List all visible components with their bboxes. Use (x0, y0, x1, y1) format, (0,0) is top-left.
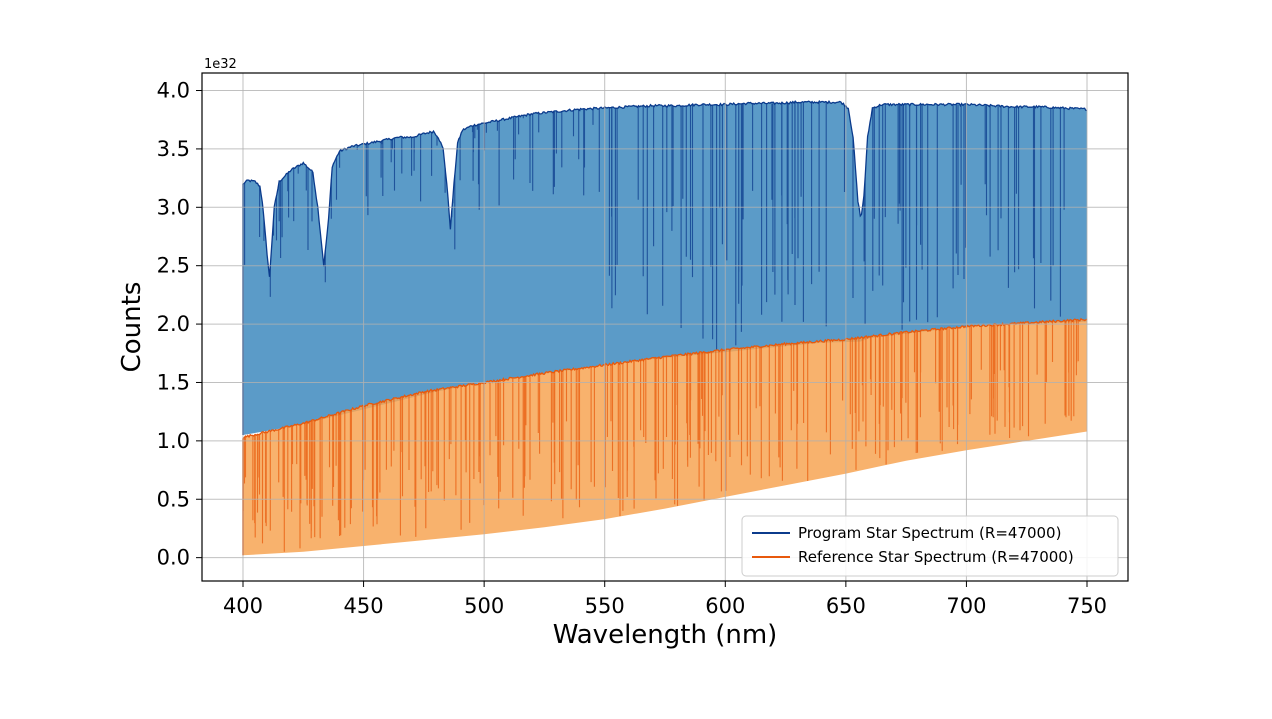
y-tick-label: 2.5 (157, 254, 190, 278)
x-tick-label: 600 (705, 594, 745, 618)
series-0 (242, 99, 1088, 436)
legend-label-reference: Reference Star Spectrum (R=47000) (798, 548, 1074, 566)
legend: Program Star Spectrum (R=47000) Referenc… (741, 515, 1119, 577)
y-offset-label: 1e32 (204, 57, 237, 72)
y-tick-label: 0.0 (157, 546, 190, 570)
x-tick-label: 500 (464, 594, 504, 618)
y-axis-label: Counts (117, 282, 147, 373)
y-tick-label: 1.0 (157, 429, 190, 453)
grid-lines (202, 73, 1128, 581)
y-tick-label: 2.0 (157, 312, 190, 336)
series-edge-0 (242, 99, 1088, 277)
x-axis-label: Wavelength (nm) (553, 620, 778, 650)
legend-box (741, 515, 1119, 577)
x-tick-label: 400 (223, 594, 263, 618)
series-lines-1 (242, 319, 1079, 552)
y-tick-label: 3.5 (157, 137, 190, 161)
x-tick-label: 550 (585, 594, 625, 618)
plot-frame (201, 72, 1129, 582)
axis-ticks: 400 450 500 550 600 650 700 750 0.0 0.5 1.0 1.5 2.0 2… (157, 79, 1107, 618)
legend-label-program: Program Star Spectrum (R=47000) (798, 524, 1061, 542)
y-tick-label: 0.5 (157, 487, 190, 511)
y-tick-label: 3.0 (157, 195, 190, 219)
x-tick-label: 750 (1067, 594, 1107, 618)
y-tick-label: 4.0 (157, 79, 190, 103)
x-tick-label: 650 (826, 594, 866, 618)
x-tick-label: 700 (946, 594, 986, 618)
series-edge-1 (242, 317, 1088, 439)
x-tick-label: 450 (344, 594, 384, 618)
y-tick-label: 1.5 (157, 370, 190, 394)
series-lines-0 (243, 102, 1065, 350)
series-layer (242, 99, 1088, 556)
